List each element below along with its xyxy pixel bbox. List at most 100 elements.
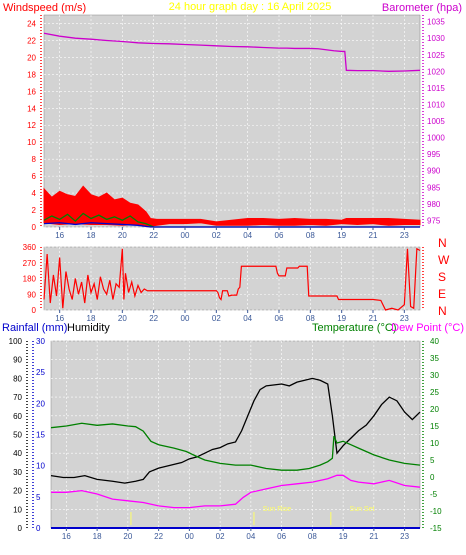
x-tick-label: 23 [400,231,409,240]
temp-tick-label: 35 [430,354,439,363]
x-tick-label: 16 [55,314,64,323]
humidity-tick-label: 60 [13,412,22,421]
humidity-tick-label: 100 [9,337,23,346]
rain-tick-label: 10 [36,462,45,471]
temp-tick-label: 25 [430,388,439,397]
humidity-tick-label: 70 [13,393,22,402]
y-right-tick-label: 1035 [427,18,445,27]
x-tick-label: 23 [400,314,409,323]
temp-tick-label: -10 [430,507,442,516]
panel1-title-left: Windspeed (m/s) [3,2,86,14]
x-tick-label: 06 [275,314,284,323]
rain-tick-label: 25 [36,368,45,377]
rain-tick-label: 0 [36,524,41,533]
y-left-tick-label: 12 [27,121,36,130]
x-tick-label: 22 [149,231,158,240]
y-left-tick-label: 6 [32,172,37,181]
y-left-tick-label: 10 [27,138,36,147]
humidity-tick-label: 20 [13,487,22,496]
y-right-tick-label: 985 [427,183,441,192]
humidity-tick-label: 10 [13,505,22,514]
y-left-tick-label: 360 [23,243,37,252]
y-right-tick-label: 1020 [427,67,445,76]
x-tick-label: 21 [369,532,378,541]
y-left-tick-label: 90 [27,290,36,299]
panel2-series [43,247,421,311]
y-right-tick-label: 975 [427,216,441,225]
x-tick-label: 20 [118,231,127,240]
humidity-tick-label: 0 [18,524,23,533]
x-tick-label: 19 [337,314,346,323]
rain-tick-label: 5 [36,493,41,502]
x-tick-label: 18 [93,532,102,541]
y-right-tick-label: 1005 [427,117,445,126]
panel1-title-center: 24 hour graph day : 16 April 2025 [169,1,332,13]
x-tick-label: 08 [306,314,315,323]
y-left-tick-label: 180 [23,275,37,284]
y-right-tick-label: 1015 [427,84,445,93]
rain-tick-label: 20 [36,399,45,408]
x-tick-label: 16 [62,532,71,541]
x-tick-label: 02 [212,314,221,323]
panel3-title-temp: Temperature (°C) [312,322,396,334]
rain-tick-label: 15 [36,431,45,440]
y-left-tick-label: 20 [27,53,36,62]
x-tick-label: 08 [308,532,317,541]
temp-tick-label: 40 [430,337,439,346]
x-tick-label: 00 [185,532,194,541]
panel3-title-dew: Dew Point (°C) [391,322,464,334]
panel3-annotation-1: Sun Rise [263,506,292,513]
panel1-title-right: Barometer (hpa) [382,2,462,14]
x-tick-label: 22 [149,314,158,323]
series-envelope-1 [43,185,421,227]
x-tick-label: 19 [337,231,346,240]
x-tick-label: 18 [87,231,96,240]
x-tick-label: 00 [181,231,190,240]
series-line-0 [43,247,421,311]
series-line-0 [43,32,421,72]
panel3-title-humidity: Humidity [67,322,110,334]
panel3-series [50,377,421,529]
series-line-0 [50,377,421,484]
panel3-annotation-2: Sun Set [350,506,375,513]
y-left-tick-label: 4 [32,189,37,198]
x-tick-label: 04 [243,314,252,323]
panel3-title-rain: Rainfall (mm) [2,322,67,334]
humidity-tick-label: 80 [13,374,22,383]
x-tick-label: 22 [154,532,163,541]
x-tick-label: 04 [246,532,255,541]
temp-tick-label: 30 [430,371,439,380]
y-left-tick-label: 8 [32,155,37,164]
x-tick-label: 02 [212,231,221,240]
y-left-tick-label: 18 [27,70,36,79]
temp-tick-label: 0 [430,473,435,482]
wind-direction-label: W [438,253,450,267]
humidity-tick-label: 90 [13,356,22,365]
humidity-tick-label: 40 [13,449,22,458]
y-right-tick-label: 995 [427,150,441,159]
y-left-tick-label: 0 [32,223,37,232]
x-tick-label: 20 [123,532,132,541]
series-line-3 [43,222,420,228]
wind-direction-label: E [438,287,446,301]
x-tick-label: 19 [339,532,348,541]
x-tick-label: 20 [118,314,127,323]
y-left-tick-label: 14 [27,104,36,113]
humidity-tick-label: 30 [13,468,22,477]
y-left-tick-label: 24 [27,19,36,28]
humidity-tick-label: 50 [13,431,22,440]
x-tick-label: 04 [243,231,252,240]
x-tick-label: 21 [369,314,378,323]
series-line-2 [51,474,421,509]
temp-tick-label: -5 [430,490,438,499]
panel1-plot-area [43,14,421,228]
series-line-2 [43,212,420,228]
x-tick-label: 00 [181,314,190,323]
x-tick-label: 21 [369,231,378,240]
y-right-tick-label: 990 [427,167,441,176]
y-right-tick-label: 1000 [427,134,445,143]
x-tick-label: 06 [275,231,284,240]
y-left-tick-label: 22 [27,36,36,45]
temp-tick-label: 5 [430,456,435,465]
